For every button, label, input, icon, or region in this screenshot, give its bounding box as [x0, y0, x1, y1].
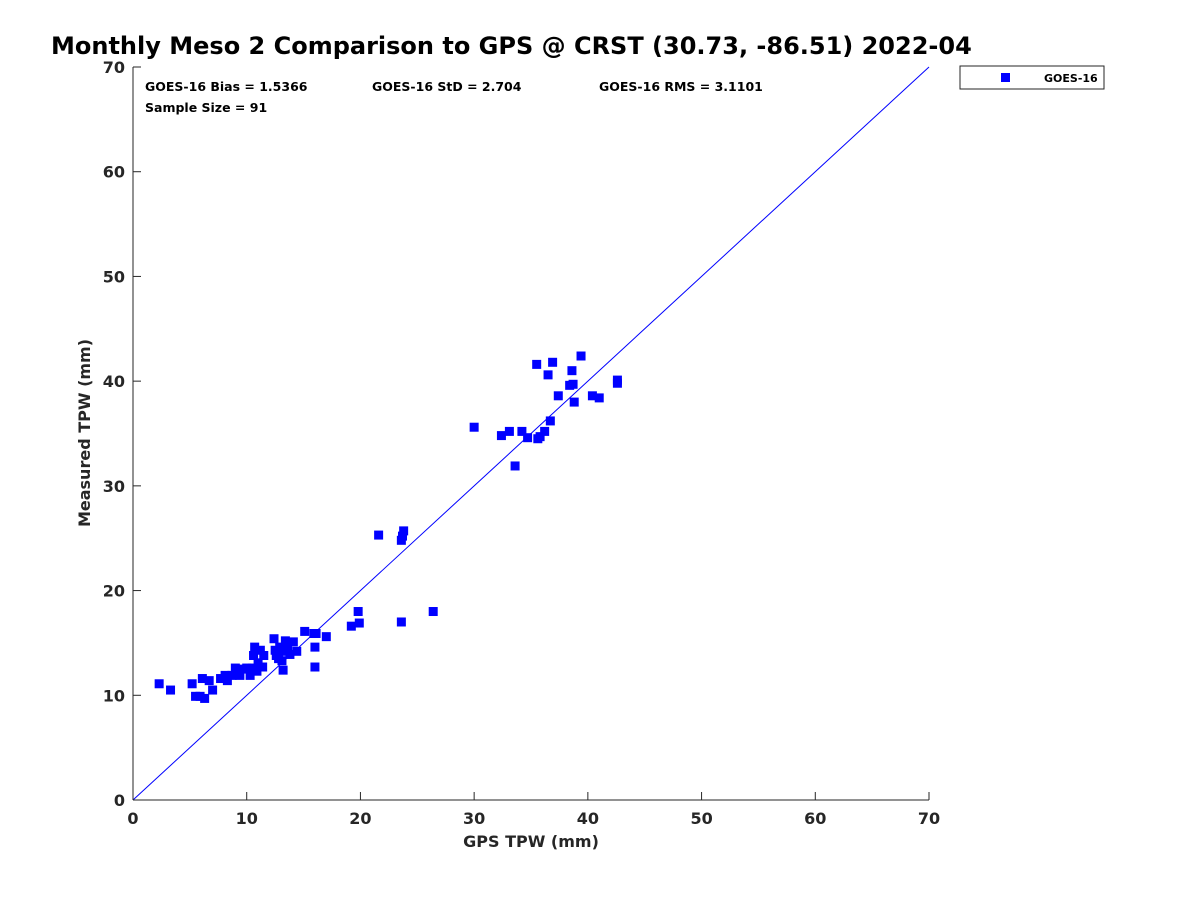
data-point [277, 656, 287, 666]
data-point [245, 670, 255, 680]
data-point [553, 391, 563, 401]
x-tick-label: 50 [690, 809, 712, 828]
data-point [587, 391, 597, 401]
x-tick-label: 60 [804, 809, 826, 828]
data-point [399, 526, 409, 536]
data-point [469, 422, 479, 432]
x-tick-label: 0 [127, 809, 138, 828]
stat-bias: GOES-16 Bias = 1.5366 [145, 79, 308, 94]
data-point [227, 670, 237, 680]
data-point [270, 645, 280, 655]
data-point [532, 359, 542, 369]
data-point [310, 642, 320, 652]
data-point [548, 357, 558, 367]
data-point [249, 650, 259, 660]
data-point [269, 634, 279, 644]
data-point [292, 646, 302, 656]
data-point [346, 621, 356, 631]
y-axis-label: Measured TPW (mm) [75, 339, 94, 527]
data-point [197, 674, 207, 684]
data-point [195, 691, 205, 701]
data-point [216, 674, 226, 684]
data-point [523, 433, 533, 443]
y-tick-label: 60 [103, 163, 125, 182]
legend-label: GOES-16 [1044, 72, 1098, 85]
data-point [311, 629, 321, 639]
data-point [259, 650, 269, 660]
y-tick-label: 10 [103, 686, 125, 705]
data-point [247, 663, 257, 673]
data-point [517, 426, 527, 436]
data-point [510, 461, 520, 471]
y-tick-label: 0 [114, 791, 125, 810]
data-point [187, 679, 197, 689]
data-point [300, 626, 310, 636]
data-point [576, 351, 586, 361]
legend: GOES-16 [959, 65, 1105, 90]
x-tick-label: 20 [349, 809, 371, 828]
data-point [543, 370, 553, 380]
data-point [321, 632, 331, 642]
y-tick-label: 20 [103, 582, 125, 601]
stat-sample-size: Sample Size = 91 [145, 100, 267, 115]
data-point [253, 658, 263, 668]
x-axis-ticks: 0 10 20 30 40 50 60 70 [127, 792, 940, 828]
data-point [275, 642, 285, 652]
data-point [166, 685, 176, 695]
x-tick-label: 70 [918, 809, 940, 828]
data-point [208, 685, 218, 695]
y-tick-label: 40 [103, 372, 125, 391]
data-point [280, 636, 290, 646]
x-tick-label: 40 [577, 809, 599, 828]
data-point [278, 665, 288, 675]
data-point [398, 531, 408, 541]
stat-std: GOES-16 StD = 2.704 [372, 79, 522, 94]
legend-box [959, 65, 1105, 90]
data-point [288, 637, 298, 647]
x-tick-label: 30 [463, 809, 485, 828]
stat-rms: GOES-16 RMS = 3.1101 [599, 79, 763, 94]
data-point [285, 649, 295, 659]
data-point [222, 676, 232, 686]
data-point [612, 375, 622, 385]
data-point [250, 642, 260, 652]
data-point [353, 607, 363, 617]
data-point [428, 607, 438, 617]
data-point [354, 618, 364, 628]
data-point [252, 666, 262, 676]
data-point [154, 679, 164, 689]
data-point [374, 530, 384, 540]
x-tick-label: 10 [236, 809, 258, 828]
data-point [204, 676, 214, 686]
chart-title: Monthly Meso 2 Comparison to GPS @ CRST … [51, 32, 972, 60]
data-point [535, 432, 545, 442]
y-axis-ticks: 0 10 20 30 40 50 60 70 [103, 58, 141, 810]
data-point [540, 426, 550, 436]
y-tick-label: 30 [103, 477, 125, 496]
data-point [568, 379, 578, 389]
y-tick-label: 70 [103, 58, 125, 77]
data-point [496, 431, 506, 441]
data-point [255, 645, 265, 655]
legend-marker [1001, 73, 1010, 82]
data-point [594, 393, 604, 403]
data-point [396, 617, 406, 627]
data-point [235, 670, 245, 680]
data-point [310, 662, 320, 672]
data-point [545, 416, 555, 426]
data-point [283, 642, 293, 652]
data-point [200, 693, 210, 703]
y-tick-label: 50 [103, 267, 125, 286]
data-point [567, 366, 577, 376]
data-point [258, 662, 268, 672]
data-point [220, 670, 230, 680]
data-point [191, 691, 201, 701]
data-point [504, 426, 514, 436]
x-axis-label: GPS TPW (mm) [463, 832, 599, 851]
data-points [154, 351, 622, 703]
data-point [569, 397, 579, 407]
data-point [242, 663, 252, 673]
